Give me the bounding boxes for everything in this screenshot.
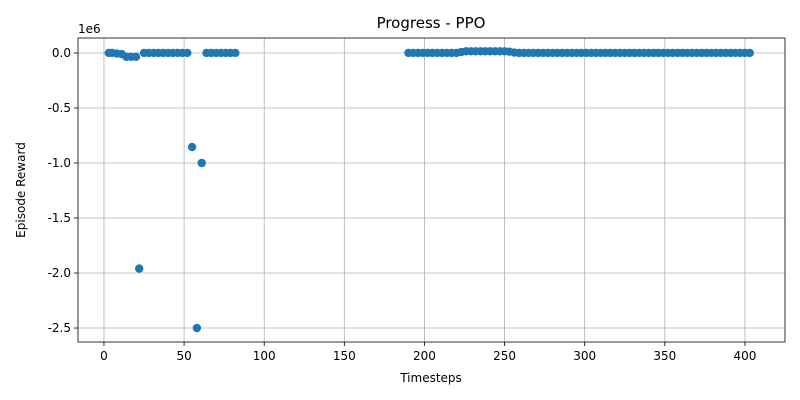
- y-tick-label: 0.0: [52, 46, 71, 60]
- x-tick-label: 50: [176, 349, 191, 363]
- x-tick-label: 100: [253, 349, 276, 363]
- point: [745, 48, 754, 58]
- point: [135, 264, 144, 273]
- point: [187, 142, 197, 152]
- y-axis-label: Episode Reward: [14, 142, 28, 238]
- y-offset-label: 1e6: [78, 22, 101, 36]
- y-tick-label: -0.5: [48, 101, 71, 115]
- x-tick-label: 400: [733, 349, 756, 363]
- x-tick-label: 200: [413, 349, 436, 363]
- y-tick-label: -1.5: [48, 211, 71, 225]
- y-tick-label: -1.0: [48, 156, 71, 170]
- x-tick-label: 150: [333, 349, 356, 363]
- x-tick-label: 0: [100, 349, 108, 363]
- x-tick-label: 350: [653, 349, 676, 363]
- x-tick-label: 300: [573, 349, 596, 363]
- plot-frame: [77, 37, 786, 343]
- point: [131, 52, 141, 62]
- x-axis-label: Timesteps: [399, 371, 462, 385]
- x-tick-label: 250: [493, 349, 516, 363]
- point: [231, 48, 240, 58]
- y-tick-label: -2.5: [48, 321, 71, 335]
- point: [197, 158, 206, 168]
- point: [192, 323, 202, 333]
- point: [183, 48, 192, 58]
- chart-title: Progress - PPO: [377, 14, 486, 32]
- y-tick-label: -2.0: [48, 266, 71, 280]
